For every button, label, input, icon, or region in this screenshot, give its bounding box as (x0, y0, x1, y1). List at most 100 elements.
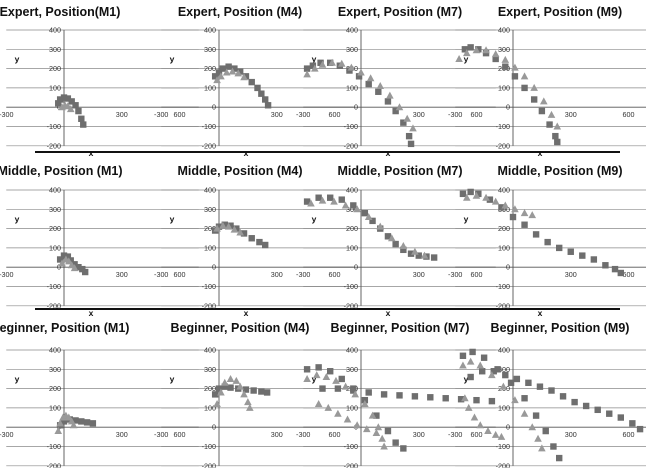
data-point-square (460, 353, 466, 359)
series-2 (303, 59, 416, 132)
y-tick-label: -200 (202, 461, 216, 468)
data-point-square (554, 139, 560, 145)
data-point-triangle (521, 410, 529, 417)
x-tick-label: 300 (565, 110, 577, 119)
x-axis-label: x (538, 308, 543, 318)
data-point-triangle (540, 97, 548, 104)
data-point-triangle (476, 421, 484, 428)
data-point-triangle (363, 425, 371, 432)
data-point-square (618, 414, 624, 420)
y-axis-label: y (312, 54, 317, 64)
x-tick-label: 300 (413, 110, 425, 119)
data-point-square (568, 249, 574, 255)
y-tick-label: 400 (204, 346, 216, 355)
data-point-square (548, 387, 554, 393)
data-point-triangle (400, 242, 408, 249)
chart-panel-11: Beginner, Position (M7)-200-100010020030… (296, 321, 496, 468)
data-point-triangle (344, 415, 352, 422)
data-point-triangle (548, 111, 556, 118)
data-point-square (84, 419, 90, 425)
y-tick-label: 300 (49, 45, 61, 54)
x-tick-label: -300 (296, 270, 310, 279)
data-point-triangle (498, 433, 506, 440)
data-point-square (362, 210, 368, 216)
x-tick-label: -300 (296, 110, 310, 119)
data-point-square (249, 79, 255, 85)
y-tick-label: -100 (496, 442, 510, 451)
chart-title: Expert, Position (M4) (178, 5, 302, 19)
data-point-square (82, 269, 88, 275)
data-point-square (525, 380, 531, 386)
y-tick-label: 400 (498, 346, 510, 355)
x-tick-label: 300 (271, 430, 283, 439)
data-point-square (335, 385, 341, 391)
data-point-triangle (471, 414, 479, 421)
y-tick-label: -200 (496, 141, 510, 150)
y-tick-label: 0 (506, 423, 510, 432)
data-point-square (510, 214, 516, 220)
data-point-square (339, 196, 345, 202)
chart-title: Beginner, Position (M1) (0, 321, 129, 335)
x-tick-label: 600 (174, 110, 186, 119)
data-point-triangle (521, 72, 529, 79)
y-tick-label: -200 (47, 141, 61, 150)
y-tick-label: 100 (346, 243, 358, 252)
x-axis-label: x (89, 308, 94, 318)
y-tick-label: 100 (498, 83, 510, 92)
chart-title: Expert, Position(M1) (0, 5, 120, 19)
y-axis-label: y (312, 214, 317, 224)
data-point-triangle (528, 211, 536, 218)
y-axis-label: y (15, 374, 20, 384)
y-tick-label: -200 (344, 461, 358, 468)
x-tick-label: -300 (154, 430, 168, 439)
chart-panel-12: Beginner, Position (M9)-200-100010020030… (448, 321, 646, 468)
x-tick-label: -300 (0, 110, 13, 119)
series-1 (460, 349, 563, 462)
x-axis-label: x (89, 148, 94, 158)
series-1 (460, 189, 624, 276)
x-tick-label: 600 (329, 270, 341, 279)
y-tick-label: -100 (344, 122, 358, 131)
y-tick-label: 100 (204, 243, 216, 252)
x-tick-label: -300 (448, 270, 462, 279)
y-tick-label: 400 (498, 26, 510, 35)
x-tick-label: -300 (154, 270, 168, 279)
y-tick-label: 200 (204, 64, 216, 73)
data-point-square (489, 398, 495, 404)
chart-panel-10: Beginner, Position (M4)-200-100010020030… (154, 321, 354, 468)
chart-panel-2: Expert, Position (M4)-200-10001002003004… (154, 5, 354, 158)
data-point-square (396, 392, 402, 398)
data-point-square (78, 116, 84, 122)
y-tick-label: -100 (496, 282, 510, 291)
data-point-square (481, 355, 487, 361)
data-point-square (264, 389, 270, 395)
data-point-square (556, 245, 562, 251)
data-point-square (512, 73, 518, 79)
y-tick-label: -200 (202, 301, 216, 310)
y-tick-label: -100 (202, 282, 216, 291)
data-point-square (550, 443, 556, 449)
chart-panel-8: Middle, Position (M9)-200-10001002003004… (448, 164, 646, 318)
chart-panel-5: Middle, Position (M1)-200-10001002003004… (0, 164, 199, 318)
x-tick-label: 300 (565, 270, 577, 279)
x-axis-label: x (244, 148, 249, 158)
data-point-square (533, 231, 539, 237)
x-tick-label: 600 (471, 110, 483, 119)
x-axis-label: x (386, 148, 391, 158)
y-tick-label: 0 (212, 103, 216, 112)
x-tick-label: -300 (0, 270, 13, 279)
data-point-triangle (492, 431, 500, 438)
data-point-square (327, 195, 333, 201)
data-point-square (479, 368, 485, 374)
x-tick-label: -300 (154, 110, 168, 119)
x-tick-label: -300 (448, 110, 462, 119)
chart-title: Middle, Position (M4) (178, 164, 303, 178)
chart-panel-6: Middle, Position (M4)-200-10001002003004… (154, 164, 354, 318)
x-tick-label: 600 (623, 270, 635, 279)
data-point-triangle (409, 124, 417, 131)
data-point-square (250, 387, 256, 393)
data-point-triangle (511, 64, 519, 71)
y-axis-label: y (170, 214, 175, 224)
data-point-square (80, 121, 86, 127)
data-point-square (514, 376, 520, 382)
